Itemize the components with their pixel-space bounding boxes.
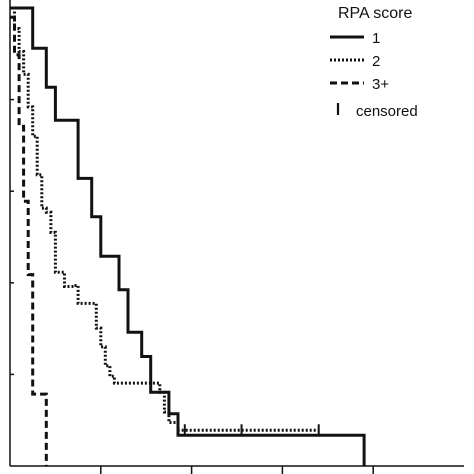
legend-title: RPA score — [338, 5, 413, 22]
series-line-2 — [10, 6, 319, 432]
legend: RPA score 1 2 3+ censored — [330, 5, 418, 120]
legend-label-1: 1 — [372, 30, 380, 47]
legend-censored-label: censored — [356, 103, 418, 120]
legend-items: 1 2 3+ — [330, 30, 389, 93]
legend-label-2: 2 — [372, 53, 380, 70]
series-line-1 — [10, 6, 366, 466]
series-layer — [10, 6, 366, 466]
legend-label-3+: 3+ — [372, 76, 389, 93]
series-line-3+ — [10, 15, 48, 466]
axes — [9, 0, 464, 474]
